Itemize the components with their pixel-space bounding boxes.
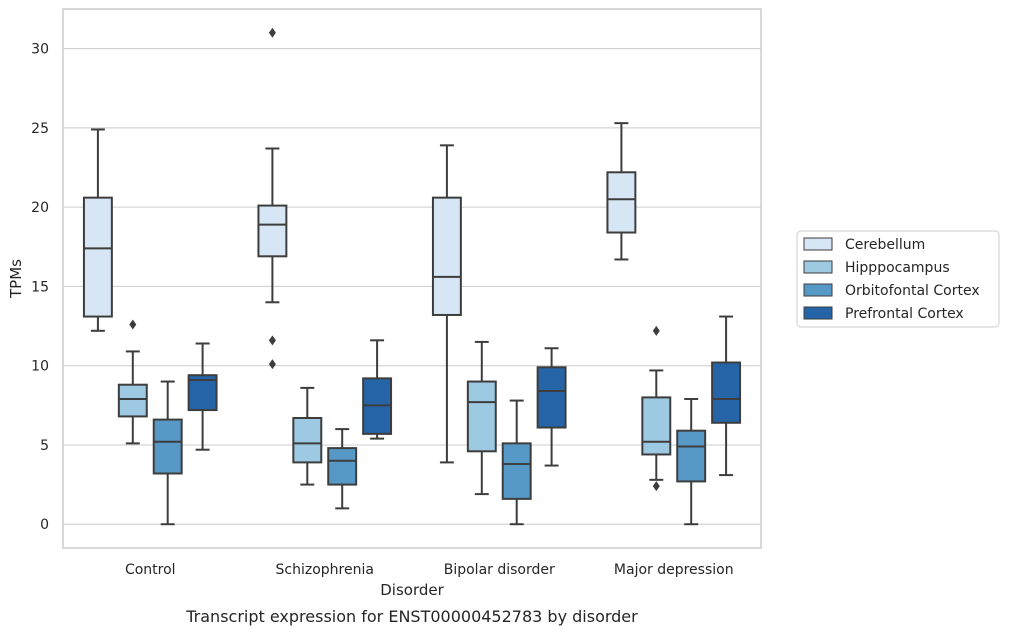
box-1-0 — [117, 319, 148, 445]
y-tick-label-0: 0 — [40, 517, 49, 533]
legend-swatch-2 — [803, 283, 833, 297]
plot-frame — [62, 8, 762, 549]
box-body — [501, 442, 532, 500]
box-body — [117, 383, 148, 418]
box-body — [327, 447, 358, 486]
box-1-1 — [292, 386, 323, 486]
box-body — [606, 171, 637, 234]
legend-swatch-0 — [803, 237, 833, 251]
outlier-0 — [268, 27, 276, 38]
box-2-0 — [152, 380, 183, 526]
y-axis-label: TPMs — [7, 259, 25, 299]
chart-caption: Transcript expression for ENST0000045278… — [185, 607, 638, 626]
box-body — [292, 417, 323, 464]
outlier-1 — [652, 481, 660, 492]
box-3-3 — [711, 315, 742, 477]
box-2-1 — [327, 428, 358, 510]
box-0-0 — [82, 128, 113, 332]
box-body — [711, 361, 742, 424]
x-axis-ticks: Control Schizophrenia Bipolar disorder Majo… — [125, 562, 734, 578]
y-tick-label-1: 5 — [40, 438, 49, 454]
y-tick-label-5: 25 — [31, 121, 49, 137]
legend-frame — [796, 230, 1000, 328]
legend-swatch-1 — [803, 260, 833, 274]
box-body — [82, 196, 113, 318]
box-2-2 — [501, 399, 532, 526]
x-tick-label-1: Schizophrenia — [276, 562, 374, 578]
y-tick-label-6: 30 — [31, 42, 49, 58]
box-3-1 — [362, 339, 393, 440]
box-body — [466, 380, 497, 453]
outlier-0 — [129, 319, 137, 330]
box-3-0 — [187, 342, 218, 451]
box-body — [152, 418, 183, 475]
legend-swatch-3 — [803, 306, 833, 320]
y-axis-ticks: 0 5 10 15 20 25 30 — [31, 42, 49, 534]
box-0-1 — [257, 27, 288, 370]
legend-label-1: Hipppocampus — [845, 260, 950, 276]
box-1-3 — [641, 325, 672, 492]
y-tick-label-2: 10 — [31, 359, 49, 375]
y-tick-label-3: 15 — [31, 279, 49, 295]
box-0-2 — [431, 144, 462, 464]
box-3-2 — [536, 347, 567, 467]
box-body — [676, 429, 707, 483]
box-2-3 — [676, 397, 707, 526]
legend-label-0: Cerebellum — [845, 237, 925, 253]
outlier-0 — [652, 325, 660, 336]
box-body — [641, 396, 672, 456]
outlier-2 — [268, 359, 276, 370]
x-axis-label: Disorder — [380, 581, 444, 599]
legend-label-3: Prefrontal Cortex — [845, 306, 964, 322]
y-tick-label-4: 20 — [31, 200, 49, 216]
x-tick-label-2: Bipolar disorder — [444, 562, 555, 578]
outlier-1 — [268, 335, 276, 346]
box-0-3 — [606, 122, 637, 261]
box-body — [431, 196, 462, 316]
box-body — [536, 366, 567, 429]
box-1-2 — [466, 340, 497, 496]
box-body — [187, 374, 218, 412]
x-tick-label-0: Control — [125, 562, 176, 578]
legend: Cerebellum Hipppocampus Orbitofontal Corte… — [796, 230, 1000, 328]
box-series — [82, 27, 742, 526]
legend-label-2: Orbitofontal Cortex — [845, 283, 980, 299]
box-body — [257, 204, 288, 258]
x-tick-label-3: Major depression — [614, 562, 734, 578]
